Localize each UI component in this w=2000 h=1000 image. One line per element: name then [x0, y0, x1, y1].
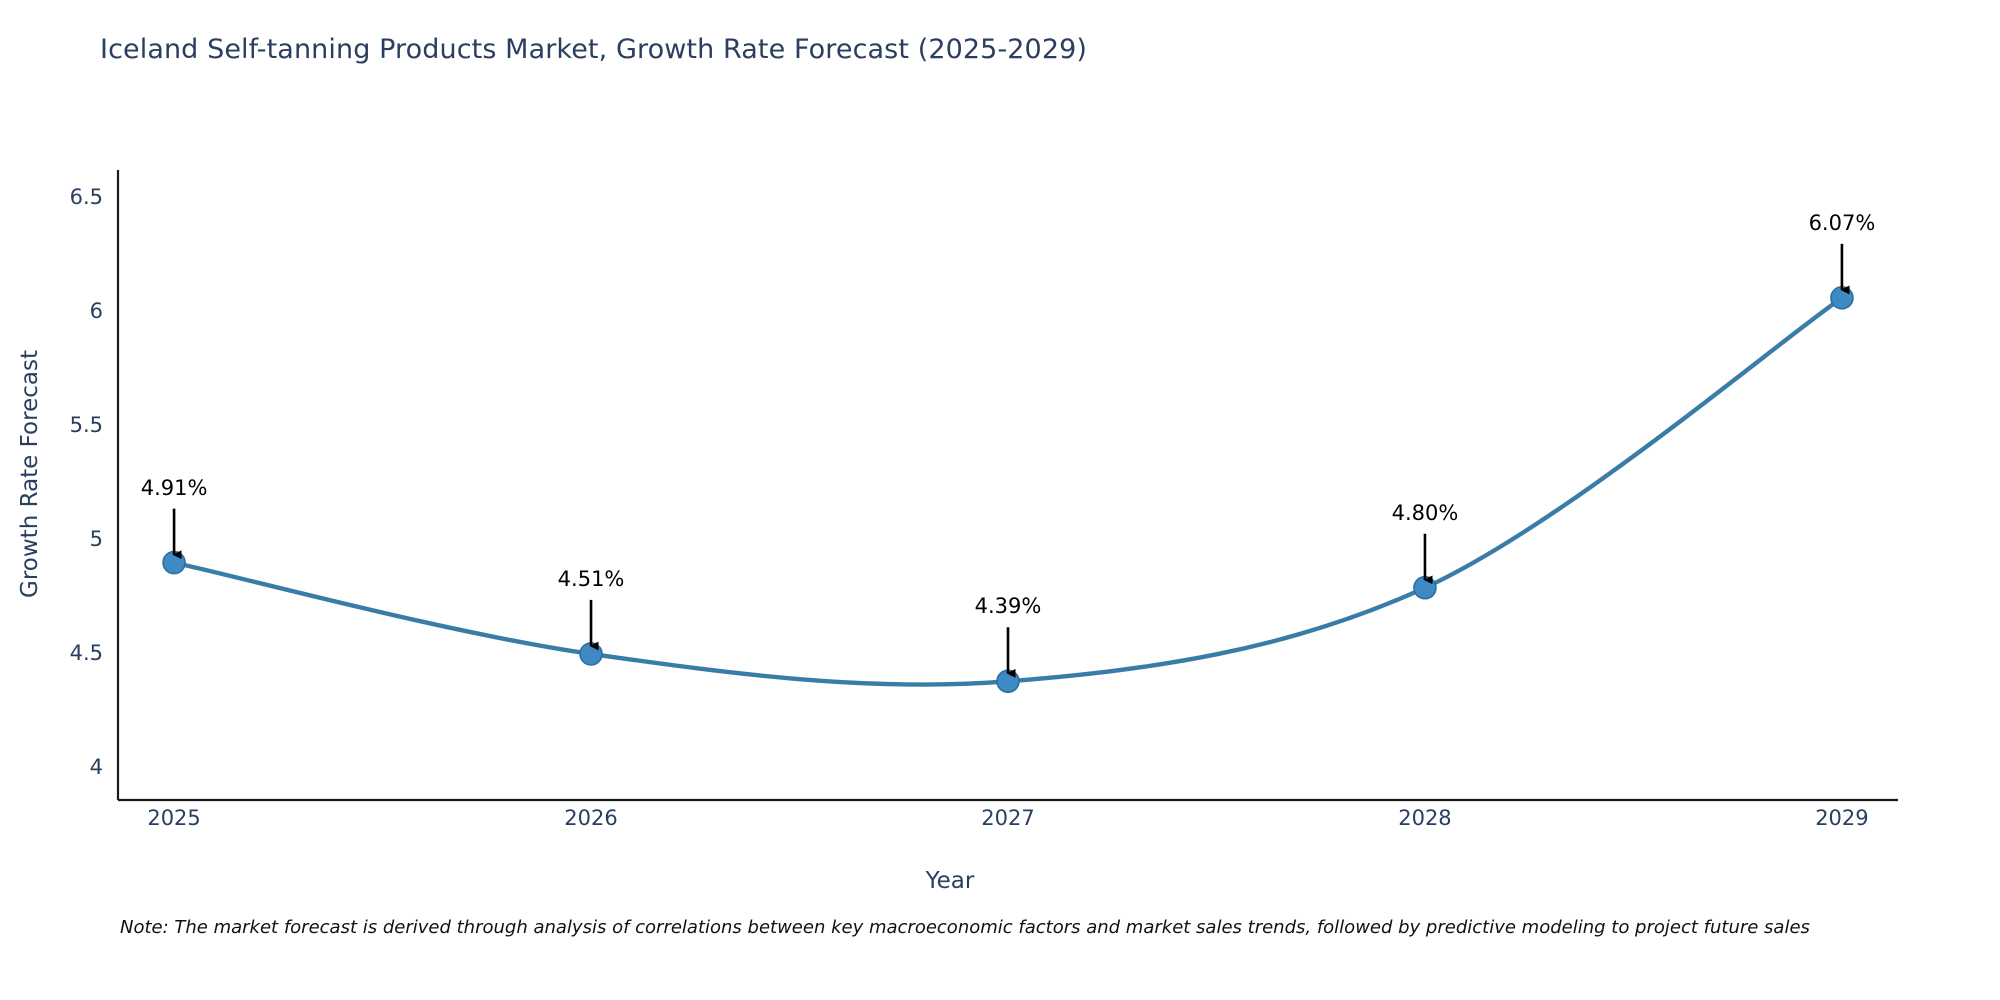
- growth-rate-line: [171, 295, 1845, 687]
- y-tick-label-6.5: 6.5: [69, 184, 103, 209]
- x-tick-label-2025: 2025: [147, 806, 201, 830]
- y-axis-title: Growth Rate Forecast: [17, 350, 43, 598]
- data-point-marker-2029: [1830, 286, 1854, 310]
- y-tick-label-6: 6: [89, 298, 103, 323]
- point-label-2025: 4.91%: [140, 475, 208, 500]
- data-point-marker-2027: [996, 669, 1020, 694]
- x-tick-label-2028: 2028: [1398, 806, 1452, 830]
- data-point-marker-2028: [1413, 575, 1437, 600]
- y-tick-label-5: 5: [89, 527, 103, 552]
- x-tick-label-2027: 2027: [981, 806, 1035, 830]
- x-axis-title: Year: [925, 868, 975, 894]
- point-label-2026: 4.51%: [557, 566, 625, 591]
- point-label-2028: 4.80%: [1391, 500, 1459, 525]
- data-point-marker-2025: [162, 550, 186, 575]
- chart-footnote: Note: The market forecast is derived thr…: [120, 917, 1810, 938]
- data-point-marker-2026: [579, 642, 603, 666]
- x-tick-label-2029: 2029: [1815, 806, 1869, 830]
- y-tick-label-4.5: 4.5: [69, 641, 103, 666]
- x-tick-label-2026: 2026: [564, 806, 618, 830]
- y-axis-tick-labels: 6.5 6 5.5 5 4.5 4: [0, 0, 103, 1000]
- y-tick-label-5.5: 5.5: [69, 412, 103, 437]
- point-label-2027: 4.39%: [974, 594, 1042, 619]
- point-label-2029: 6.07%: [1808, 210, 1876, 235]
- y-tick-label-4: 4: [89, 755, 103, 780]
- chart-title: Iceland Self-tanning Products Market, Gr…: [100, 34, 1088, 65]
- annotation-arrows: [172, 243, 1850, 678]
